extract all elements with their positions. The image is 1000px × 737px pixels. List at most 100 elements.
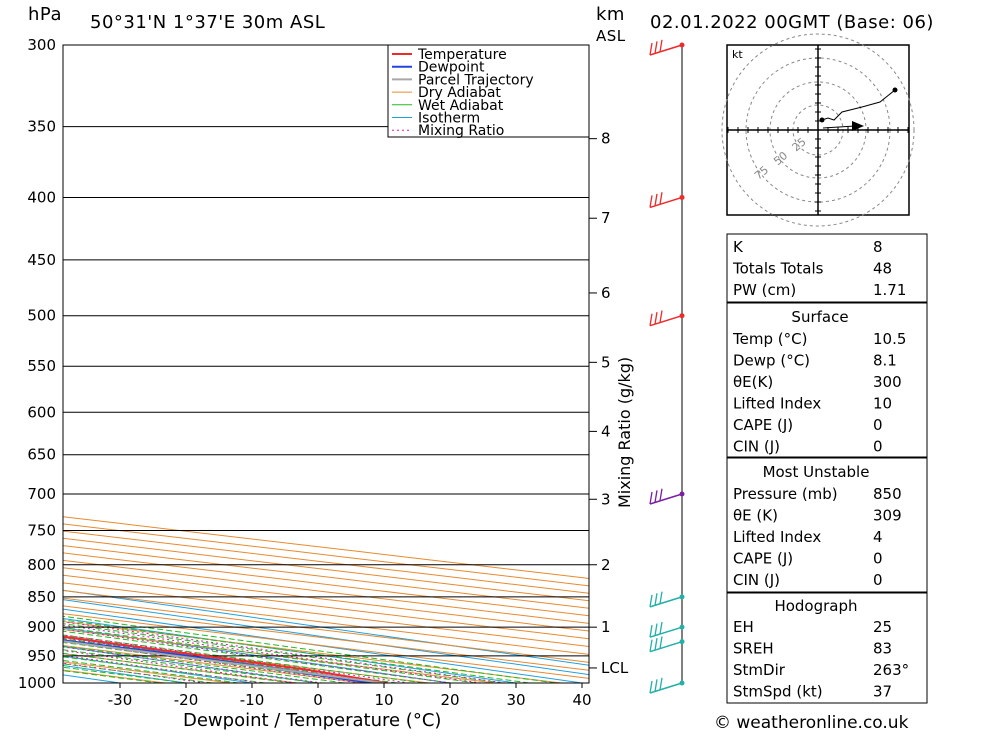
temperature-tick-label: 0 (313, 691, 323, 709)
index-tables: K 8 Totals Totals 48 PW (cm) 1.71 Surface Temp … (726, 233, 928, 704)
wind-barb-flag (649, 680, 653, 694)
wind-barb-flag (649, 625, 653, 638)
most-unstable-label: Pressure (mb) (733, 485, 838, 503)
dry-adiabat-line (63, 567, 589, 632)
pressure-grid (63, 44, 589, 684)
hodograph-end-dot (892, 87, 898, 93)
height-tick-label: LCL (601, 659, 629, 677)
wind-barb (649, 192, 685, 209)
height-tick-label: 1 (601, 618, 611, 636)
most-unstable-value: 850 (873, 485, 902, 503)
storm-motion-line (822, 125, 856, 129)
station-location: 50°31'N 1°37'E 30m ASL (90, 12, 325, 33)
most-unstable-value: 0 (873, 571, 883, 589)
wind-barb-flag (654, 593, 658, 606)
index-value: 8 (873, 238, 883, 256)
wind-barb (649, 677, 685, 694)
hodograph-stat-value: 263° (873, 661, 909, 679)
dry-adiabat-line (63, 589, 589, 655)
hodograph-ring (721, 33, 915, 227)
most-unstable-value: 309 (873, 507, 902, 525)
legend-label: Dry Adiabat (418, 85, 501, 101)
storm-motion-arrow (852, 121, 864, 131)
hodograph-table-title: Hodograph (774, 597, 857, 615)
surface-title: Surface (791, 308, 848, 326)
temperature-tick-label: -30 (108, 691, 133, 709)
height-tick-label: 7 (601, 209, 611, 227)
dry-adiabat-line (63, 628, 496, 683)
height-tick-label: 5 (601, 353, 611, 371)
wind-barb-flag (659, 39, 663, 52)
dewpoint-line (63, 639, 372, 683)
wind-barb-flag (649, 639, 653, 652)
hodograph-table (726, 592, 928, 704)
surface-label: Dewp (°C) (733, 352, 810, 370)
temperature-tick-label: 40 (572, 691, 591, 709)
most-unstable-label: θE (K) (733, 507, 778, 525)
pressure-tick-label: 850 (27, 588, 56, 606)
pressure-tick-label: 550 (27, 357, 56, 375)
surface-label: CAPE (J) (733, 416, 793, 434)
wind-barb-column (649, 39, 685, 694)
legend-label: Isotherm (418, 111, 480, 127)
legend-label: Temperature (417, 47, 507, 63)
wind-barb-flag (649, 491, 653, 505)
hodograph-stat-label: SREH (733, 640, 774, 658)
wind-barb-shaft (649, 314, 683, 327)
hodograph-stat-label: EH (733, 618, 754, 636)
wet-adiabat-line (63, 670, 160, 683)
pressure-tick-label: 650 (27, 446, 56, 464)
wind-barb-flag (649, 195, 653, 208)
legend-box (387, 44, 590, 138)
index-label: K (733, 238, 744, 256)
index-value: 48 (873, 260, 892, 278)
isotherm-line (63, 617, 517, 683)
wind-barb-flag (654, 637, 658, 651)
wind-barb-flag (649, 42, 653, 56)
wind-barb-flag (659, 677, 663, 690)
wind-barb-flag (649, 594, 653, 607)
pressure-tick-label: 500 (27, 307, 56, 325)
pressure-tick-label: 750 (27, 522, 56, 540)
pressure-tick-label: 600 (27, 403, 56, 421)
pressure-tick-label: 950 (27, 647, 56, 665)
dry-adiabat-line (63, 605, 589, 671)
pressure-tick-label: 350 (27, 118, 56, 136)
unit-hpa-label: hPa (28, 4, 62, 25)
hodograph-stat-label: StmDir (733, 661, 786, 679)
surface-value: 8.1 (873, 352, 897, 370)
index-label: PW (cm) (733, 281, 796, 299)
index-value: 1.71 (873, 281, 906, 299)
height-tick-label: 8 (601, 130, 611, 148)
wind-barb (649, 591, 685, 608)
wind-barb-flag (654, 679, 658, 692)
height-tick-label: 6 (601, 284, 611, 302)
most-unstable-label: Lifted Index (733, 528, 821, 546)
wind-barb-flag (659, 488, 663, 501)
credit-text: © weatheronline.co.uk (714, 713, 909, 733)
wind-barb-flag (659, 636, 663, 649)
wind-barb-shaft (649, 682, 683, 694)
temperature-tick-label: 10 (374, 691, 393, 709)
pressure-tick-label: 1000 (18, 674, 56, 692)
pressure-tick-label: 700 (27, 485, 56, 503)
most-unstable-table (726, 457, 928, 593)
surface-value: 10.5 (873, 330, 906, 348)
plot-frame (62, 44, 590, 684)
temperature-tick-labels: -30 -20 -10 0 10 20 30 40 (108, 683, 592, 709)
hodograph-unit: kt (732, 48, 743, 61)
wind-barb-flag (659, 591, 663, 604)
pressure-tick-label: 800 (27, 556, 56, 574)
surface-label: CIN (J) (733, 438, 780, 456)
indices-table (726, 233, 928, 303)
legend-label: Wet Adiabat (418, 98, 504, 114)
x-axis-label: Dewpoint / Temperature (°C) (183, 710, 441, 731)
wind-barb-flag (649, 313, 653, 326)
wet-adiabat-line (63, 638, 398, 683)
index-label: Totals Totals (732, 260, 824, 278)
temperature-tick-label: 20 (440, 691, 459, 709)
height-tick-label: 3 (601, 490, 611, 508)
height-tick-label: 4 (601, 422, 611, 440)
most-unstable-label: CIN (J) (733, 571, 780, 589)
